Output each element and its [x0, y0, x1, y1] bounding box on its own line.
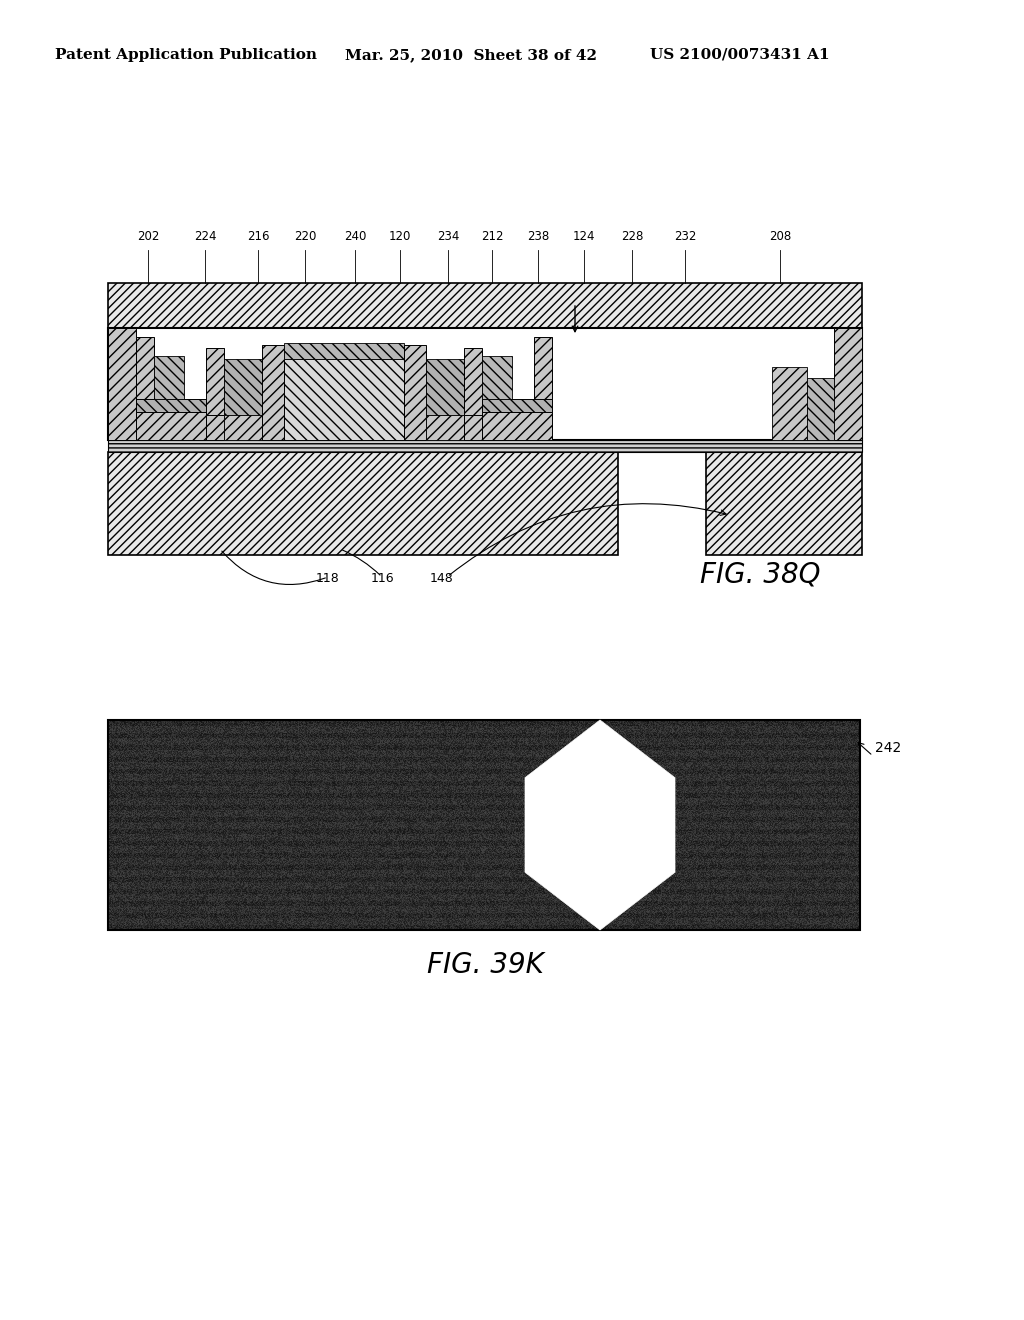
- Text: 116: 116: [371, 572, 394, 585]
- Bar: [284, 359, 404, 440]
- Text: 238: 238: [527, 230, 549, 243]
- Bar: [108, 327, 862, 440]
- Bar: [108, 719, 860, 931]
- Bar: [426, 359, 464, 416]
- Text: FIG. 38Q: FIG. 38Q: [700, 561, 820, 589]
- Text: 120: 120: [389, 230, 412, 243]
- Text: 242: 242: [874, 741, 901, 755]
- Bar: [108, 451, 618, 554]
- Bar: [706, 451, 862, 554]
- Text: 118: 118: [316, 572, 340, 585]
- Bar: [834, 327, 862, 440]
- Bar: [108, 327, 136, 440]
- Bar: [404, 345, 426, 440]
- Bar: [224, 416, 262, 440]
- Bar: [807, 379, 834, 440]
- Text: 232: 232: [674, 230, 696, 243]
- Bar: [464, 416, 482, 440]
- Text: 124: 124: [572, 230, 595, 243]
- Bar: [284, 343, 404, 359]
- Bar: [136, 412, 206, 440]
- Bar: [136, 399, 206, 412]
- Text: 224: 224: [194, 230, 216, 243]
- Bar: [534, 337, 552, 399]
- Bar: [426, 416, 464, 440]
- Bar: [136, 337, 154, 399]
- Text: 148: 148: [430, 572, 454, 585]
- Bar: [224, 359, 262, 416]
- Text: US 2100/0073431 A1: US 2100/0073431 A1: [650, 48, 829, 62]
- Text: 208: 208: [769, 230, 792, 243]
- Bar: [108, 327, 862, 440]
- Text: FIG. 39K: FIG. 39K: [427, 950, 544, 979]
- Bar: [482, 412, 552, 440]
- Bar: [206, 416, 224, 440]
- Bar: [154, 356, 184, 399]
- Text: 202: 202: [137, 230, 159, 243]
- Bar: [108, 440, 862, 451]
- Polygon shape: [525, 719, 675, 931]
- Text: 228: 228: [621, 230, 643, 243]
- Bar: [482, 356, 512, 399]
- Bar: [482, 399, 552, 412]
- Bar: [464, 348, 482, 416]
- Text: 234: 234: [437, 230, 459, 243]
- Bar: [262, 345, 284, 440]
- Text: Mar. 25, 2010  Sheet 38 of 42: Mar. 25, 2010 Sheet 38 of 42: [345, 48, 597, 62]
- Text: 216: 216: [247, 230, 269, 243]
- Bar: [772, 367, 807, 440]
- Text: 240: 240: [344, 230, 367, 243]
- Text: 212: 212: [480, 230, 503, 243]
- Bar: [108, 282, 862, 327]
- Text: Patent Application Publication: Patent Application Publication: [55, 48, 317, 62]
- Bar: [206, 348, 224, 416]
- Text: 220: 220: [294, 230, 316, 243]
